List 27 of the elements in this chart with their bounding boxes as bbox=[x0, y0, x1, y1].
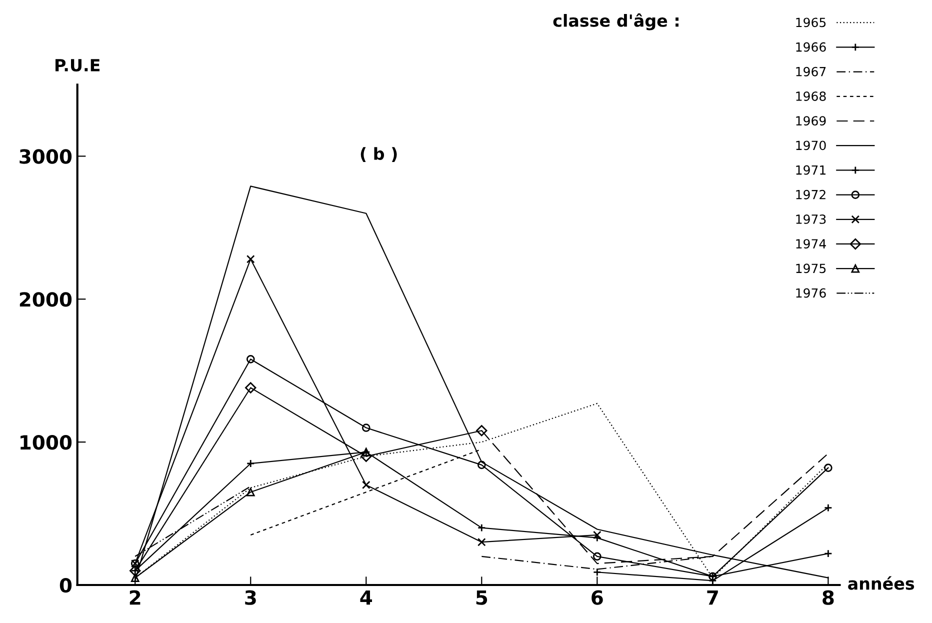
legend-label: 1976 bbox=[796, 288, 826, 298]
y-tick-label: 0 bbox=[60, 578, 72, 593]
legend-label: 1975 bbox=[796, 264, 826, 274]
legend-label: 1971 bbox=[796, 165, 826, 175]
y-tick-label: 3000 bbox=[20, 149, 72, 164]
x-tick-label: 3 bbox=[245, 590, 256, 605]
y-tick-label: 2000 bbox=[20, 292, 72, 307]
legend-label: 1970 bbox=[796, 140, 826, 150]
legend-label: 1973 bbox=[796, 214, 826, 224]
x-axis-title: années bbox=[848, 576, 914, 590]
x-tick-label: 6 bbox=[592, 590, 603, 605]
legend-label: 1969 bbox=[796, 116, 826, 126]
legend-label: 1972 bbox=[796, 190, 826, 200]
y-tick-label: 1000 bbox=[20, 435, 72, 450]
x-tick-label: 4 bbox=[360, 590, 372, 605]
legend-label: 1966 bbox=[796, 42, 826, 52]
y-axis-title: P.U.E bbox=[56, 59, 100, 72]
x-tick-label: 5 bbox=[476, 590, 488, 605]
legend-label: 1968 bbox=[796, 91, 826, 101]
legend-title: classe d'âge : bbox=[553, 13, 678, 30]
x-tick-label: 8 bbox=[822, 590, 834, 605]
legend-label: 1965 bbox=[796, 18, 826, 28]
x-tick-label: 2 bbox=[130, 590, 140, 605]
annotation: ( b ) bbox=[360, 147, 397, 162]
x-tick-label: 7 bbox=[707, 590, 718, 605]
legend-label: 1967 bbox=[796, 66, 826, 76]
legend-label: 1974 bbox=[796, 239, 826, 249]
